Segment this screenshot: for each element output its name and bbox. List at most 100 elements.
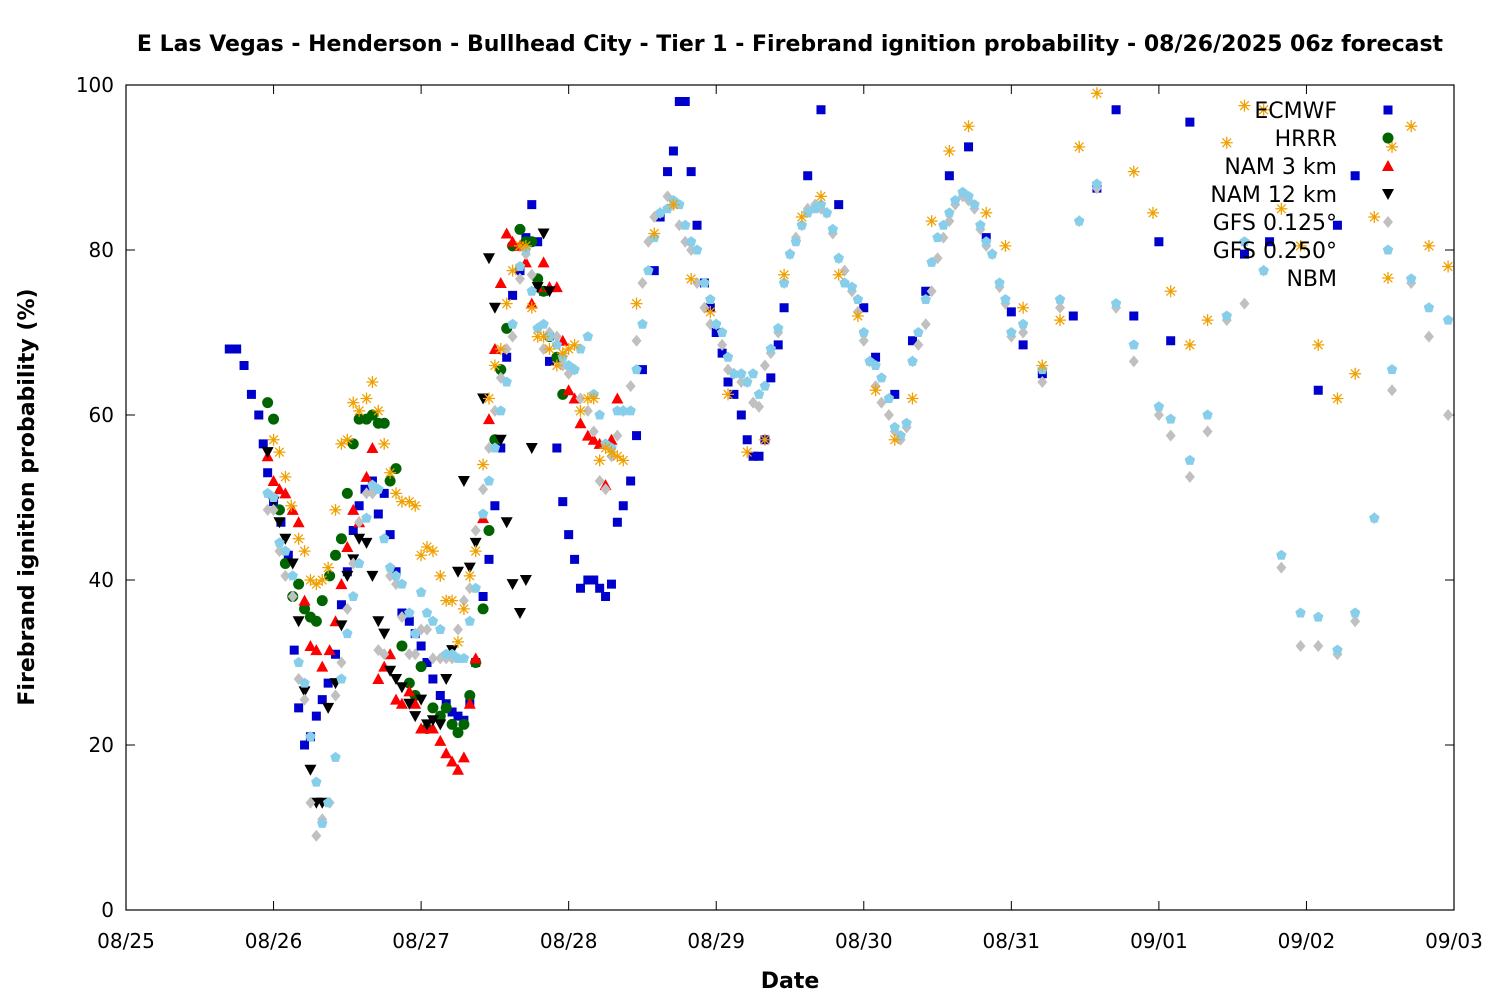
point-gfs-0-125: [311, 829, 322, 842]
x-tick-label: 09/03: [1425, 929, 1483, 953]
point-nbm: [906, 392, 919, 405]
point-nbm: [980, 206, 993, 219]
point-nam-12-km: [506, 579, 519, 591]
point-nam-3-km: [335, 578, 348, 590]
series-gfs-0-250: [262, 178, 1454, 828]
point-nbm: [814, 190, 827, 203]
point-gfs-0-250: [736, 368, 747, 379]
point-gfs-0-250: [569, 364, 580, 375]
point-ecmwf: [626, 476, 636, 486]
point-nam-12-km: [279, 533, 292, 545]
point-gfs-0-125: [1276, 561, 1287, 574]
point-gfs-0-250: [1386, 364, 1398, 375]
point-ecmwf: [717, 348, 727, 358]
point-nbm: [943, 145, 956, 157]
point-nbm: [335, 437, 348, 450]
point-ecmwf: [496, 443, 506, 453]
point-ecmwf: [258, 439, 268, 449]
point-gfs-0-250: [637, 318, 648, 329]
point-hrrr: [526, 236, 538, 248]
point-hrrr: [384, 475, 396, 487]
point-gfs-0-250: [1295, 607, 1306, 618]
point-ecmwf: [422, 658, 432, 667]
point-gfs-0-250: [489, 442, 501, 453]
point-gfs-0-250: [427, 615, 439, 626]
point-hrrr: [310, 615, 322, 627]
point-gfs-0-250: [348, 591, 359, 601]
point-nbm: [1036, 359, 1049, 372]
point-gfs-0-250: [361, 512, 372, 523]
point-gfs-0-125: [287, 590, 298, 603]
point-nbm: [426, 545, 439, 558]
point-gfs-0-250: [483, 475, 495, 486]
point-gfs-0-250: [994, 277, 1005, 288]
x-tick-label: 08/28: [540, 929, 598, 953]
point-nbm: [452, 635, 464, 648]
point-ecmwf: [723, 377, 733, 387]
point-ecmwf: [478, 592, 488, 601]
point-hrrr: [293, 578, 305, 590]
point-gfs-0-250: [870, 360, 881, 370]
point-gfs-0-250: [680, 219, 691, 230]
point-gfs-0-250: [876, 372, 887, 383]
point-nam-12-km: [537, 228, 550, 240]
point-nam-3-km: [395, 697, 408, 709]
legend-marker-ecmwf: [1383, 105, 1393, 115]
point-gfs-0-250: [969, 199, 980, 210]
point-nbm: [469, 545, 482, 558]
plot-frame: [125, 84, 1455, 911]
point-gfs-0-125: [396, 611, 407, 624]
point-gfs-0-125: [839, 264, 850, 277]
point-ecmwf: [331, 649, 341, 659]
point-gfs-0-250: [409, 628, 421, 639]
point-hrrr: [324, 570, 336, 582]
point-gfs-0-125: [600, 483, 611, 496]
point-gfs-0-250: [1276, 549, 1287, 560]
x-tick-label: 08/31: [983, 929, 1041, 953]
point-hrrr: [390, 463, 402, 475]
point-nbm: [446, 594, 459, 607]
point-ecmwf: [674, 97, 684, 106]
point-nbm: [1201, 314, 1214, 327]
point-gfs-0-250: [920, 294, 931, 304]
point-nbm: [758, 433, 771, 446]
point-hrrr: [415, 661, 427, 673]
point-ecmwf: [668, 146, 678, 156]
point-ecmwf: [447, 707, 457, 717]
point-gfs-0-125: [1184, 470, 1195, 483]
point-nam-12-km: [403, 698, 416, 710]
point-nbm: [304, 574, 317, 586]
point-gfs-0-125: [631, 334, 642, 347]
point-nam-12-km: [457, 476, 470, 487]
point-nam-3-km: [366, 442, 379, 453]
point-nam-3-km: [403, 685, 416, 697]
point-nbm: [888, 433, 901, 446]
point-ecmwf: [632, 431, 642, 441]
legend-marker-gfs-0-125: [1383, 216, 1393, 228]
point-nbm: [722, 388, 735, 401]
point-nbm: [457, 602, 470, 615]
chart-title: E Las Vegas - Henderson - Bullhead City …: [137, 32, 1444, 57]
point-ecmwf: [533, 237, 543, 247]
point-gfs-0-250: [790, 236, 802, 247]
point-gfs-0-125: [551, 330, 562, 343]
point-ecmwf: [224, 344, 234, 354]
point-ecmwf: [1313, 385, 1323, 395]
point-gfs-0-125: [1423, 330, 1434, 343]
point-ecmwf: [736, 410, 746, 420]
point-nbm: [1275, 202, 1288, 215]
point-gfs-0-125: [268, 503, 279, 516]
point-ecmwf: [348, 526, 358, 535]
point-gfs-0-125: [717, 338, 728, 351]
point-nam-3-km: [304, 640, 317, 651]
point-nbm: [587, 392, 600, 405]
point-gfs-0-250: [1258, 265, 1269, 276]
point-gfs-0-125: [354, 516, 365, 529]
point-gfs-0-250: [514, 261, 526, 271]
point-gfs-0-125: [759, 359, 770, 372]
legend-marker-nam-12-km: [1382, 189, 1394, 200]
point-gfs-0-125: [692, 277, 703, 289]
point-gfs-0-250: [815, 199, 827, 210]
point-nbm: [390, 487, 403, 500]
point-gfs-0-125: [299, 693, 310, 706]
